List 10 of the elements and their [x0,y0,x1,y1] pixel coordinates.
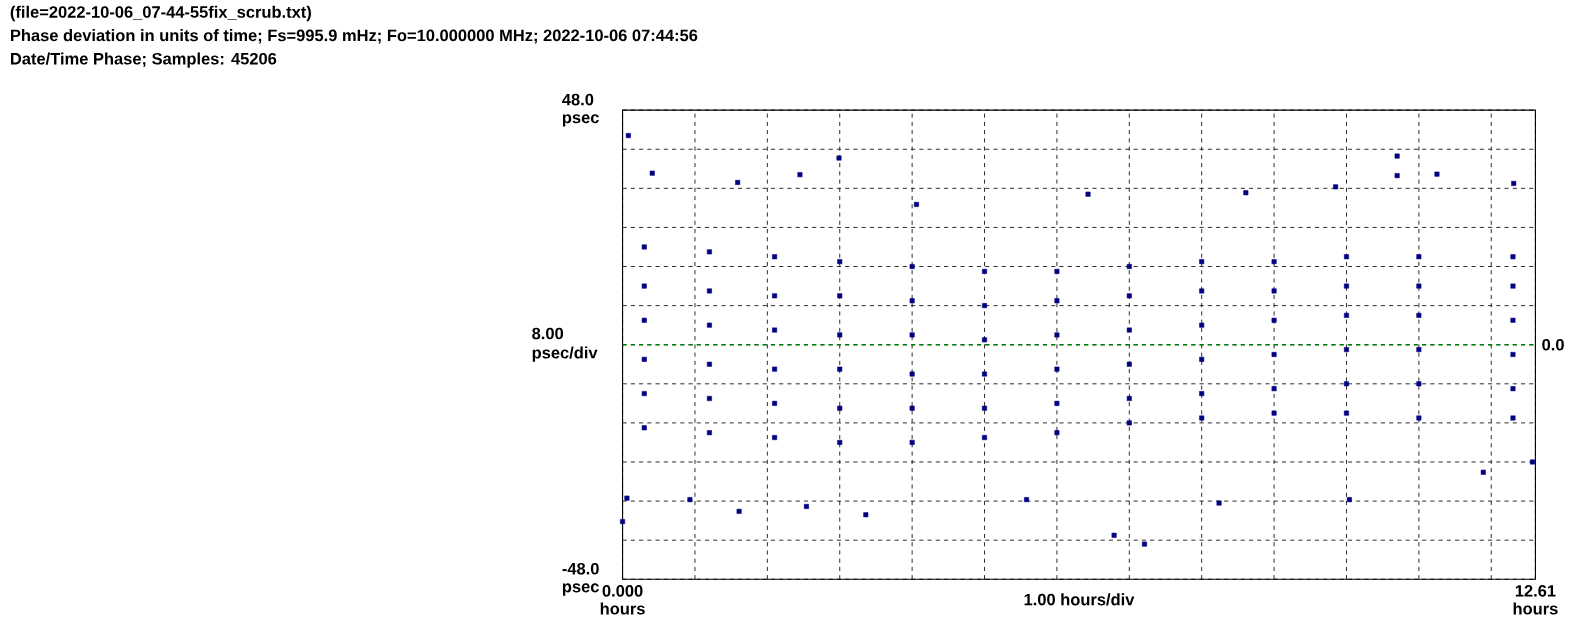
y-tick-label: -48.0 psec [562,562,599,596]
text: Date/Time Phase; Samples: 45206 [11,52,277,68]
x-axis-title: 1.00 hours/div [1024,593,1135,606]
y-axis-title: 8.00 psec/div [532,327,598,362]
text: (file=2022-10-06_07-44-55fix_scrub.txt) [10,5,311,22]
y-tick-label: 48.0 psec [562,93,599,127]
x-tick-label: 0.000 hours [600,585,645,615]
ref-line-label: 0.0 [1542,338,1564,351]
text: Phase deviation in units of time; Fs=995.9 mHz; Fo=10.000000 MHz; 2022-10-06 07:44:56 [11,29,698,44]
x-tick-label: 12.61 hours [1513,585,1558,615]
